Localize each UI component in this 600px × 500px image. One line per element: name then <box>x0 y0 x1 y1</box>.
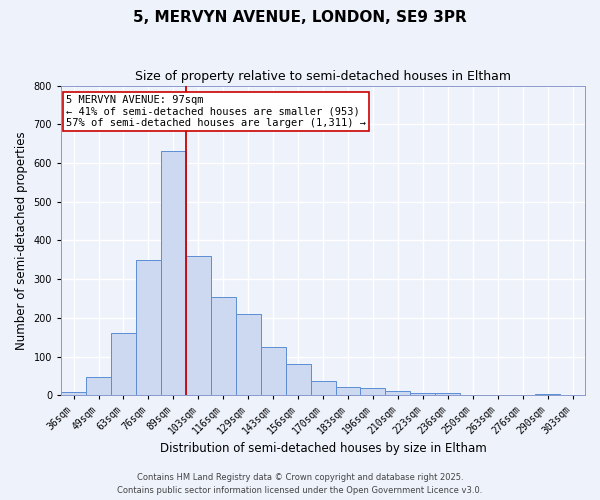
Bar <box>385 391 410 396</box>
Bar <box>186 256 211 396</box>
Text: Contains HM Land Registry data © Crown copyright and database right 2025.
Contai: Contains HM Land Registry data © Crown c… <box>118 474 482 495</box>
Bar <box>311 380 335 396</box>
Bar <box>111 334 136 396</box>
Text: 5 MERVYN AVENUE: 97sqm
← 41% of semi-detached houses are smaller (953)
57% of se: 5 MERVYN AVENUE: 97sqm ← 41% of semi-det… <box>67 95 367 128</box>
Bar <box>236 314 260 396</box>
Bar <box>211 296 236 396</box>
Bar <box>286 364 311 396</box>
Bar <box>260 347 286 396</box>
Bar <box>161 152 186 396</box>
X-axis label: Distribution of semi-detached houses by size in Eltham: Distribution of semi-detached houses by … <box>160 442 487 455</box>
Bar <box>136 260 161 396</box>
Bar <box>335 387 361 396</box>
Bar <box>86 377 111 396</box>
Bar <box>436 394 460 396</box>
Y-axis label: Number of semi-detached properties: Number of semi-detached properties <box>15 131 28 350</box>
Bar <box>61 392 86 396</box>
Title: Size of property relative to semi-detached houses in Eltham: Size of property relative to semi-detach… <box>135 70 511 83</box>
Bar <box>535 394 560 396</box>
Bar <box>361 388 385 396</box>
Bar <box>410 392 436 396</box>
Text: 5, MERVYN AVENUE, LONDON, SE9 3PR: 5, MERVYN AVENUE, LONDON, SE9 3PR <box>133 10 467 25</box>
